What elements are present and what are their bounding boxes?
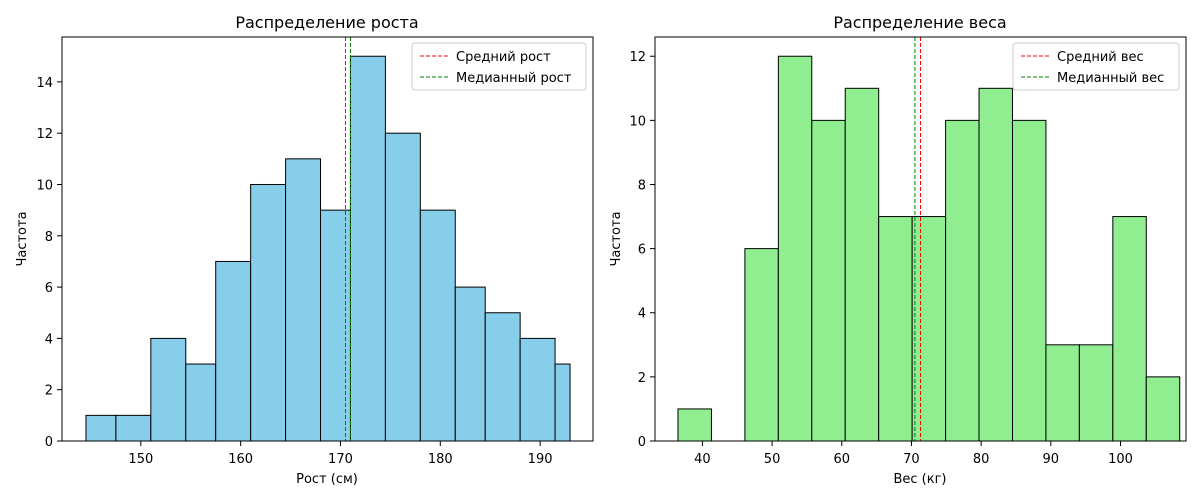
histogram-bar (85, 414, 117, 442)
histogram-bar (519, 337, 556, 442)
histogram-bar (115, 414, 152, 442)
reference-lines (344, 37, 351, 441)
histogram-bar (911, 216, 947, 442)
chart-title: Распределение роста (235, 13, 418, 32)
x-tick-label: 40 (694, 452, 711, 467)
legend: Средний рост Медианный рост (411, 42, 587, 91)
y-tick-label: 14 (36, 76, 53, 91)
chart-title: Распределение веса (833, 13, 1006, 32)
legend-label-median: Медианный рост (456, 71, 572, 86)
histogram-bar (1011, 119, 1047, 442)
histogram-bar (250, 183, 287, 442)
histogram-bar (349, 55, 386, 442)
x-tick-label: 80 (973, 452, 990, 467)
x-tick-label: 90 (1043, 452, 1060, 467)
histogram-bar (384, 132, 421, 442)
y-tick-label: 8 (638, 178, 646, 193)
histogram-bar (777, 55, 813, 442)
x-axis-label: Вес (кг) (893, 472, 946, 487)
y-tick-label: 2 (45, 384, 53, 399)
x-tick-label: 70 (903, 452, 920, 467)
legend-label-mean: Средний рост (456, 50, 551, 65)
plot-frame (654, 36, 1187, 442)
y-ticks: 0 2 4 6 8 10 12 14 (36, 76, 62, 450)
histogram-bar (811, 119, 846, 442)
y-tick-label: 4 (638, 307, 646, 322)
y-axis-label: Частота (609, 211, 624, 266)
x-tick-label: 180 (428, 452, 453, 467)
histogram-bar (215, 260, 252, 442)
histogram-bar (677, 408, 712, 442)
y-tick-label: 0 (638, 435, 646, 450)
y-tick-label: 6 (45, 281, 53, 296)
histogram-bar (878, 216, 913, 442)
histogram-bar (285, 158, 322, 442)
x-tick-label: 190 (528, 452, 553, 467)
y-tick-label: 10 (36, 178, 53, 193)
histogram-bar (150, 337, 187, 442)
y-tick-label: 0 (45, 435, 53, 450)
histogram-bar (945, 119, 980, 442)
x-tick-label: 100 (1108, 452, 1133, 467)
y-tick-label: 10 (629, 114, 646, 129)
chart-height: Распределение роста 150 160 170 180 190 0 2 4 6… (15, 13, 594, 487)
y-axis-label: Частота (15, 211, 30, 266)
histogram-bar (419, 209, 456, 442)
histogram-bar (844, 87, 880, 442)
y-tick-label: 2 (638, 371, 646, 386)
chart-weight: Распределение веса 40 50 60 70 80 90 100 0 2 4 6 8… (609, 13, 1187, 487)
histogram-bar (454, 286, 486, 442)
bars-layer (85, 55, 571, 442)
bars-layer (677, 55, 1181, 442)
histogram-bar (978, 87, 1013, 442)
plot-frame (61, 36, 594, 442)
legend-box (411, 42, 587, 91)
y-tick-label: 4 (45, 332, 53, 347)
y-tick-label: 8 (45, 230, 53, 245)
legend-box (1012, 42, 1180, 91)
y-tick-label: 12 (629, 50, 646, 65)
histogram-bar (554, 363, 571, 442)
legend: Средний вес Медианный вес (1012, 42, 1180, 91)
histogram-bar (1112, 216, 1147, 442)
histogram-bar (484, 312, 521, 442)
x-ticks: 150 160 170 180 190 (128, 441, 553, 467)
x-tick-label: 170 (328, 452, 353, 467)
legend-label-median: Медианный вес (1057, 71, 1164, 86)
x-axis-label: Рост (см) (296, 472, 358, 487)
y-tick-label: 6 (638, 243, 646, 258)
histogram-bar (744, 248, 779, 442)
histogram-bar (1078, 344, 1114, 442)
x-tick-label: 60 (833, 452, 850, 467)
y-tick-label: 12 (36, 127, 53, 142)
histogram-bar (185, 363, 217, 442)
x-tick-label: 150 (128, 452, 153, 467)
x-tick-label: 160 (228, 452, 253, 467)
legend-label-mean: Средний вес (1057, 50, 1144, 65)
x-tick-label: 50 (764, 452, 781, 467)
histogram-bar (1145, 376, 1181, 442)
x-ticks: 40 50 60 70 80 90 100 (694, 441, 1133, 467)
reference-lines (914, 37, 921, 441)
histogram-bar (1045, 344, 1080, 442)
y-ticks: 0 2 4 6 8 10 12 (629, 50, 655, 450)
